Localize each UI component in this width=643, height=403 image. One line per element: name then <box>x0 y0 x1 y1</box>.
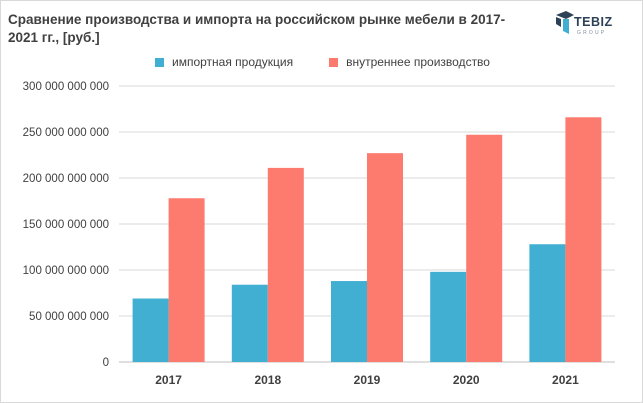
y-tick-label: 200 000 000 000 <box>23 173 109 185</box>
bar-domestic-2019 <box>367 153 403 362</box>
logo-subtitle: GROUP <box>577 30 607 36</box>
bar-domestic-2018 <box>267 167 304 362</box>
bar-import-2020 <box>430 271 467 362</box>
y-tick-label: 250 000 000 000 <box>23 127 109 139</box>
chart-legend: импортная продукция внутреннее производс… <box>1 55 643 69</box>
x-tick-label: 2019 <box>354 373 381 387</box>
x-tick-label: 2020 <box>453 373 480 387</box>
legend-item-import: импортная продукция <box>155 55 293 69</box>
y-tick-label: 150 000 000 000 <box>23 219 109 231</box>
chart-title: Сравнение производства и импорта на росс… <box>8 12 506 45</box>
legend-swatch-domestic <box>329 57 339 67</box>
bar-domestic-2017 <box>168 198 205 362</box>
bar-import-2021 <box>529 244 566 362</box>
tebiz-logo: TEBIZ GROUP <box>554 9 638 39</box>
x-tick-label: 2021 <box>552 373 579 387</box>
bar-import-2018 <box>231 284 268 362</box>
legend-label-domestic: внутреннее производство <box>346 55 490 69</box>
x-tick-label: 2018 <box>254 373 281 387</box>
logo-name: TEBIZ <box>574 15 613 29</box>
y-tick-label: 300 000 000 000 <box>23 81 109 93</box>
y-tick-label: 100 000 000 000 <box>23 265 109 277</box>
legend-label-import: импортная продукция <box>172 55 294 69</box>
y-tick-label: 0 <box>103 357 109 369</box>
tebiz-logo-icon <box>556 11 574 34</box>
y-tick-label: 50 000 000 000 <box>29 311 109 323</box>
bar-domestic-2021 <box>565 117 602 362</box>
x-tick-label: 2017 <box>155 373 182 387</box>
legend-item-domestic: внутреннее производство <box>329 55 490 69</box>
bar-import-2017 <box>132 298 169 362</box>
bar-domestic-2020 <box>466 134 503 362</box>
legend-swatch-import <box>155 57 164 67</box>
bar-import-2019 <box>331 281 367 362</box>
